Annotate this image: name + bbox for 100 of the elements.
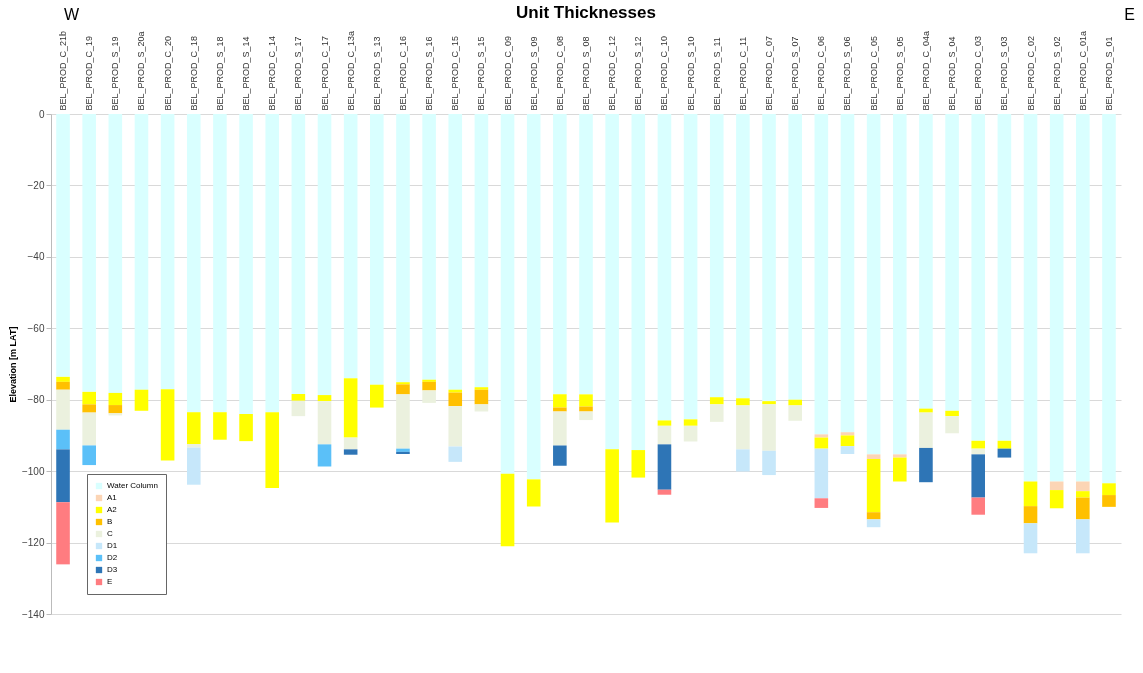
x-tick-label: BEL_PROD_S_19 — [110, 36, 121, 111]
bar — [736, 398, 750, 406]
x-tick-label: BEL_PROD_S_03 — [999, 36, 1010, 111]
x-tick-label: BEL_PROD_C_10 — [659, 35, 670, 111]
x-tick-label: BEL_PROD_C_02 — [1025, 35, 1036, 111]
x-tick-label: BEL_PROD_C_06 — [816, 35, 827, 111]
bar — [160, 114, 175, 390]
x-tick-label: BEL_PROD_S_01 — [1103, 36, 1114, 111]
y-tick-label: 0 — [38, 108, 45, 120]
bar — [553, 114, 567, 395]
bar — [82, 445, 96, 466]
bar — [108, 413, 123, 416]
bar — [186, 412, 201, 444]
x-tick-label: BEL_PROD_S_16 — [424, 36, 435, 111]
legend-label: D1 — [107, 541, 118, 550]
x-tick-label: BEL_PROD_C_18 — [188, 35, 199, 111]
bar — [840, 114, 855, 433]
bar — [108, 405, 123, 414]
bar — [919, 408, 933, 413]
bar — [762, 401, 776, 405]
x-tick-label: BEL_PROD_S_18 — [214, 36, 225, 111]
x-tick-label: BEL_PROD_S_20a — [136, 31, 147, 111]
bar — [370, 384, 384, 408]
bar — [971, 497, 986, 515]
bar — [866, 459, 881, 513]
x-tick-label: BEL_PROD_S_17 — [293, 36, 304, 111]
bar — [56, 376, 70, 382]
bar — [56, 381, 70, 390]
bar — [736, 405, 750, 450]
bar — [500, 473, 515, 547]
bar — [291, 394, 306, 401]
bar — [683, 114, 698, 420]
bar — [788, 405, 802, 421]
bar — [840, 435, 855, 447]
bar — [265, 114, 280, 413]
bar — [343, 378, 358, 438]
bar — [239, 414, 253, 442]
bar — [134, 389, 149, 411]
bar — [683, 425, 698, 442]
x-tick-label: BEL_PROD_C_04a — [920, 30, 931, 111]
bar — [291, 114, 306, 394]
bar — [1102, 483, 1116, 496]
bar — [736, 449, 750, 472]
bar — [1023, 481, 1038, 507]
bar — [474, 404, 489, 412]
text: E — [1124, 6, 1135, 24]
bar — [657, 114, 672, 421]
bar — [317, 395, 332, 402]
bar — [1023, 523, 1038, 554]
bar — [56, 429, 70, 450]
bar — [396, 114, 410, 383]
bar — [500, 114, 515, 474]
bar — [1076, 491, 1090, 498]
x-tick-label: BEL_PROD_C_13a — [345, 30, 356, 111]
bar — [448, 114, 463, 390]
bar — [396, 394, 410, 449]
bar — [814, 434, 829, 438]
bar — [919, 447, 933, 483]
bar — [840, 446, 855, 454]
bar — [448, 446, 463, 462]
bar — [657, 425, 672, 445]
x-tick-label: BEL_PROD_S_13 — [371, 36, 382, 111]
bar — [579, 394, 593, 407]
bar — [1049, 490, 1064, 509]
bar — [160, 389, 175, 461]
x-tick-label: BEL_PROD_S_04 — [947, 36, 958, 111]
bar — [186, 444, 201, 448]
bar — [317, 114, 332, 396]
bar — [788, 399, 802, 406]
x-tick-label: BEL_PROD_S_08 — [581, 36, 591, 111]
x-tick-label: BEL_PROD_C_08 — [554, 35, 565, 111]
bar — [788, 114, 802, 400]
bar — [657, 489, 672, 495]
x-tick-label: BEL_PROD_C_11 — [737, 36, 748, 111]
x-tick-label: BEL_PROD_S_07 — [790, 36, 801, 111]
bar — [971, 448, 986, 455]
chart-title: Unit Thicknesses — [516, 3, 656, 23]
bar — [1049, 114, 1064, 482]
bar — [919, 412, 933, 448]
x-tick-label: BEL_PROD_C_03 — [973, 35, 984, 111]
legend-label: D3 — [107, 565, 118, 574]
legend-label: A2 — [107, 505, 118, 514]
bar — [291, 400, 306, 417]
bar — [631, 450, 646, 478]
x-tick-label: BEL_PROD_C_01a — [1077, 30, 1088, 111]
bar — [82, 391, 96, 405]
legend-label: A1 — [107, 493, 118, 502]
bar — [186, 447, 201, 485]
y-axis-title: Elevation [m LAT] — [7, 326, 18, 403]
bar — [683, 419, 698, 426]
x-tick-label: BEL_PROD_S_11 — [711, 37, 722, 111]
legend-label: D2 — [107, 553, 118, 562]
bar — [579, 411, 593, 421]
bar — [317, 444, 332, 467]
bar — [56, 389, 70, 430]
bar — [56, 502, 70, 565]
y-tick-label: −20 — [27, 179, 45, 191]
x-tick-label: BEL_PROD_S_10 — [685, 36, 696, 111]
bar — [108, 392, 123, 406]
y-tick-label: −60 — [27, 322, 45, 334]
